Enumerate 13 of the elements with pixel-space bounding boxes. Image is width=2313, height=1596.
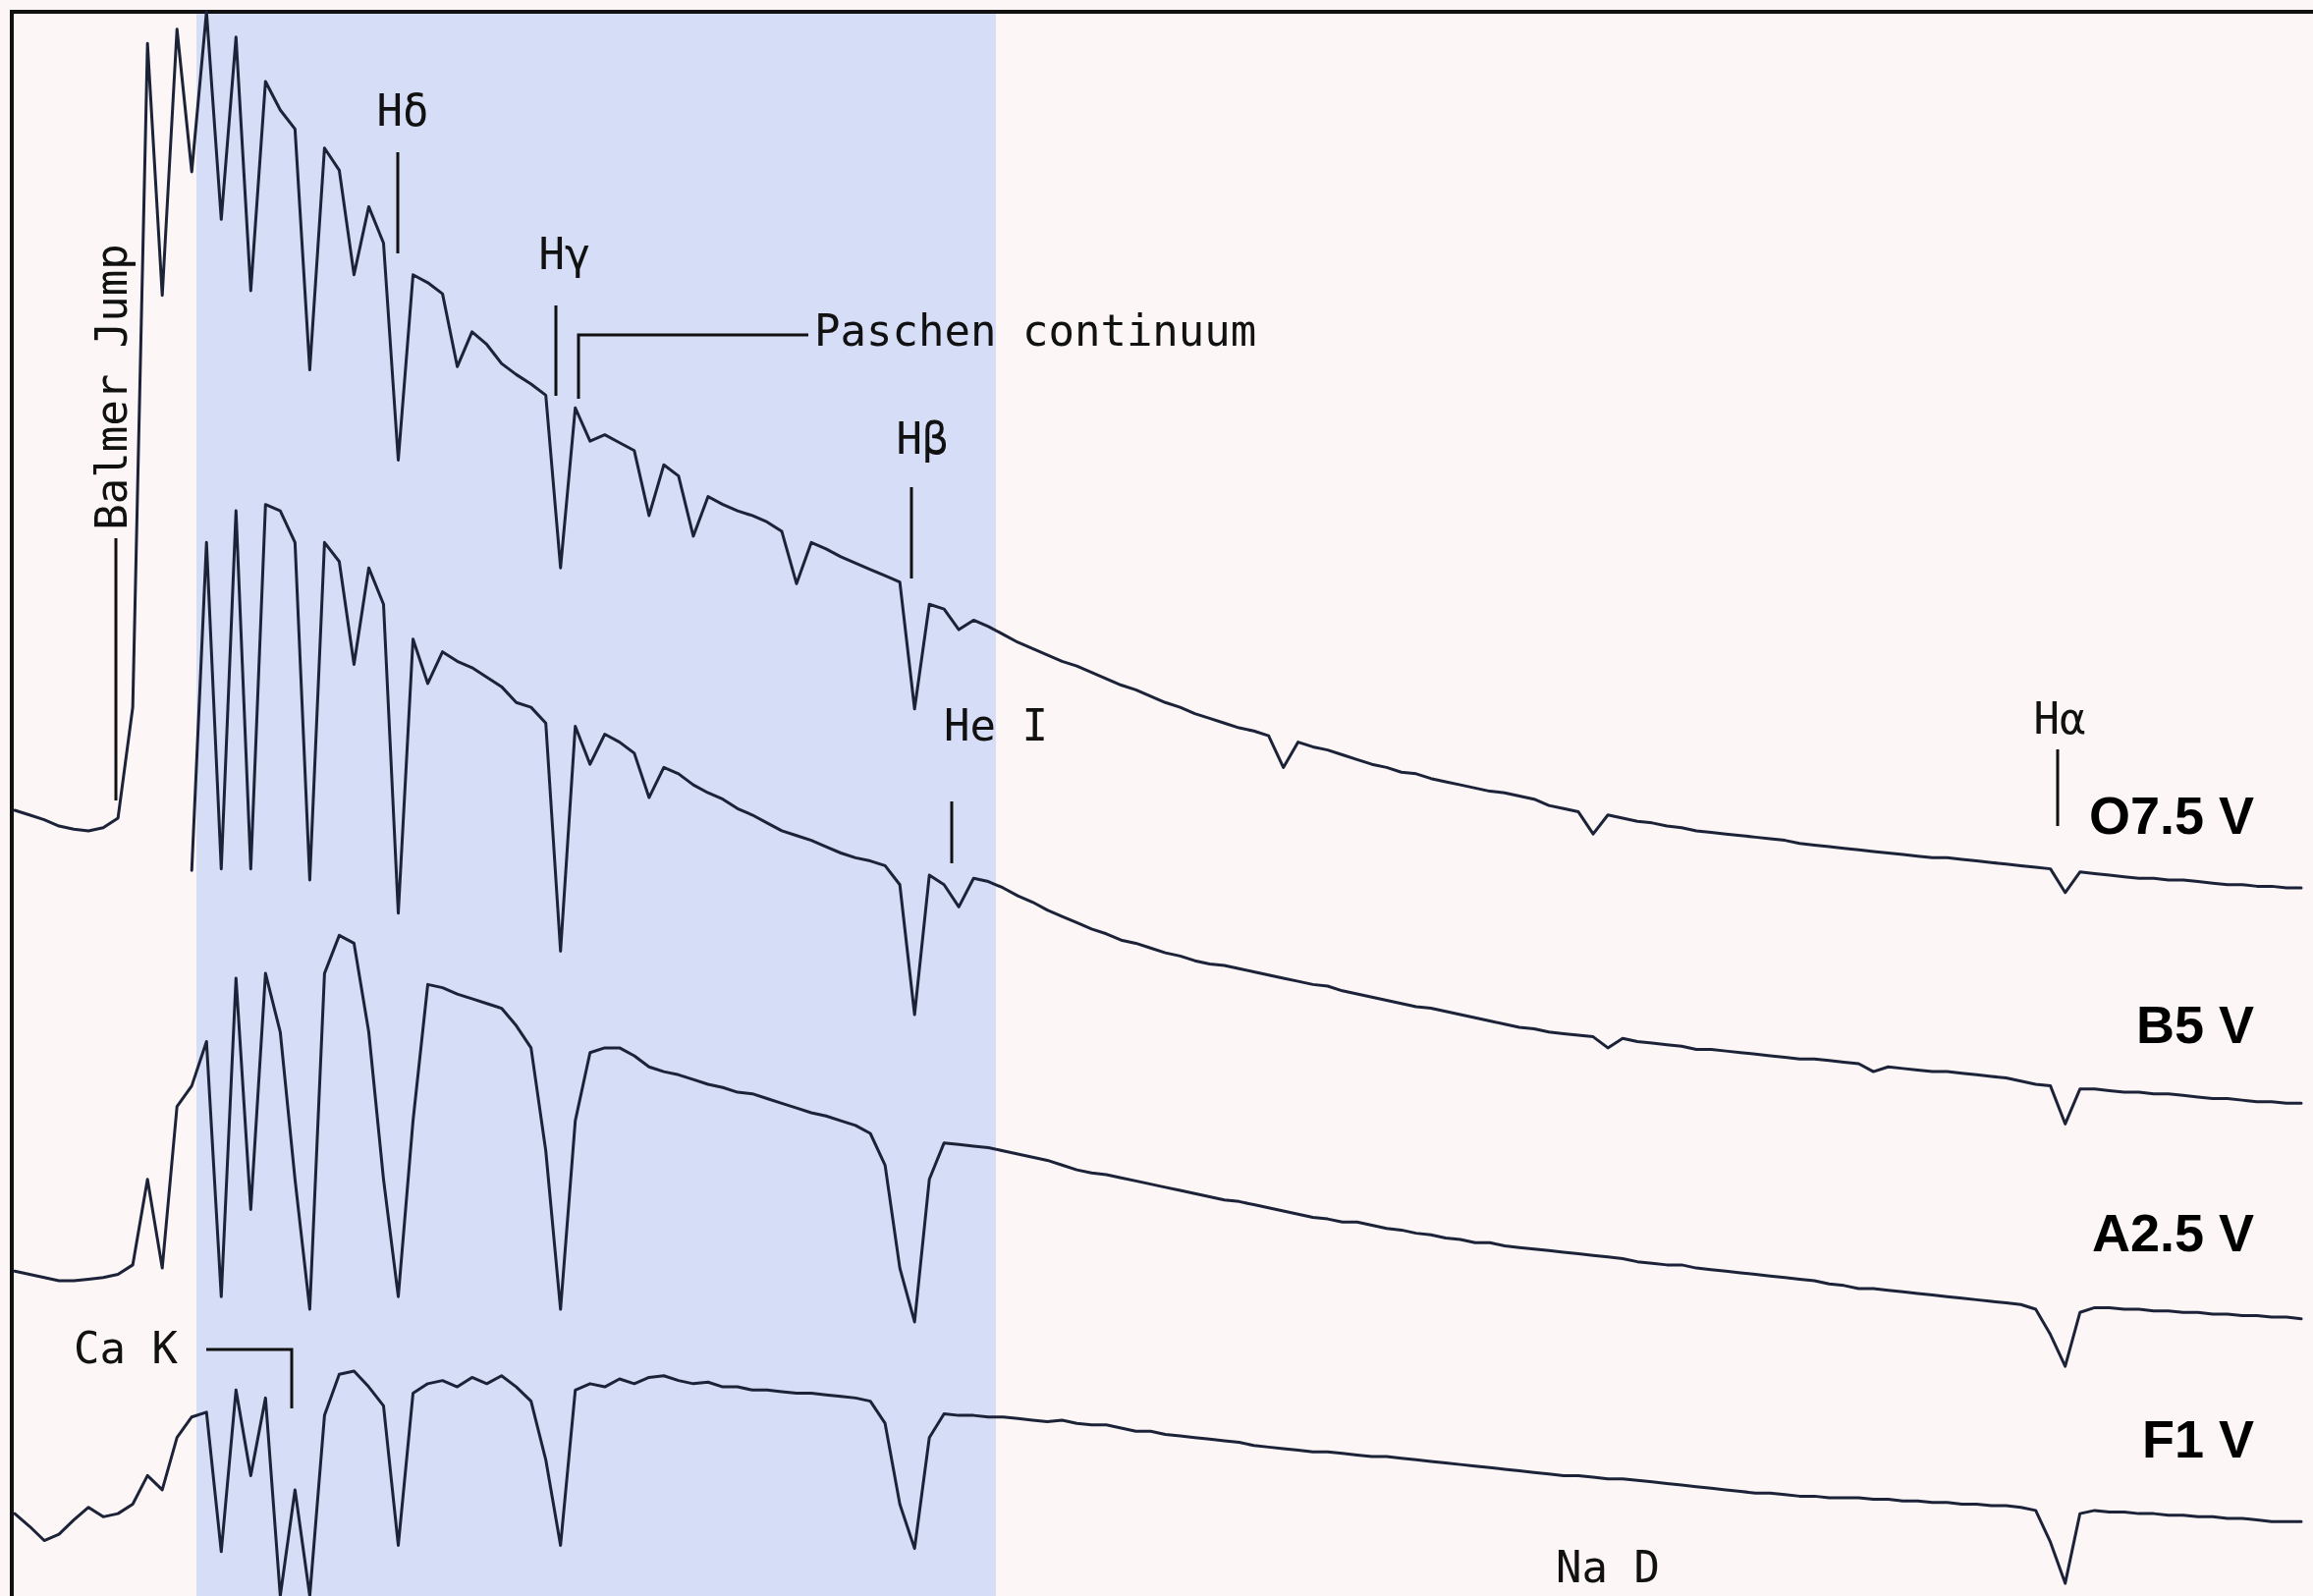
annotation: Hδ (376, 85, 429, 137)
annotation: Paschen continuum (814, 305, 1257, 357)
series-label: O7.5 V (2088, 785, 2254, 845)
annotation: Ca K (74, 1323, 179, 1374)
annotation: Hγ (538, 229, 591, 280)
series-label: F1 V (2141, 1408, 2254, 1468)
annotation: Hα (2033, 693, 2086, 744)
annotation: Hβ (896, 413, 949, 465)
annotation: Na D (1556, 1542, 1660, 1593)
series-label: B5 V (2135, 994, 2254, 1054)
annotation: Balmer Jump (86, 244, 138, 530)
annotation: He I (944, 700, 1048, 751)
series-label: A2.5 V (2091, 1202, 2254, 1262)
